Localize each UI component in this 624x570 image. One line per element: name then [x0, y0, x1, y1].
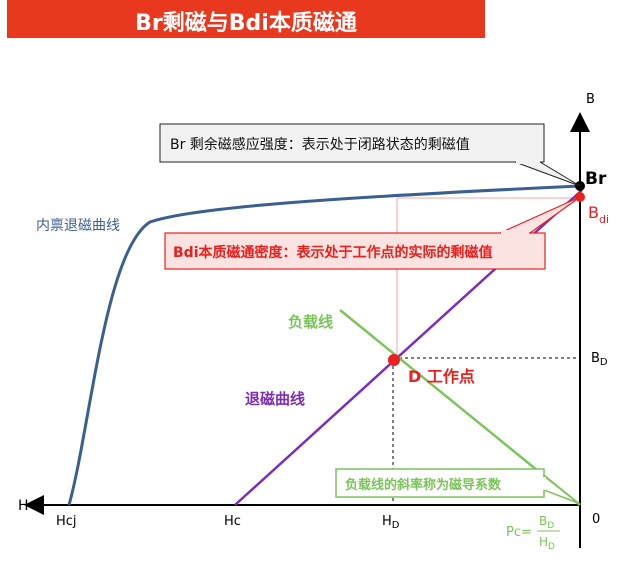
- hc-label: Hc: [224, 514, 241, 529]
- bdi-callout-text: Bdi本质磁通密度：表示处于工作点的实际的剩磁值: [173, 244, 493, 261]
- formula-numerator: BD: [539, 514, 554, 531]
- br-callout-box: [159, 123, 545, 163]
- formula-denominator: HD: [539, 535, 555, 552]
- bd-label: BD: [591, 351, 608, 368]
- demag-curve-label: 退磁曲线: [245, 390, 305, 408]
- title-banner: Br剩磁与Bdi本质磁通: [7, 0, 485, 38]
- work-point-d: [388, 354, 400, 366]
- load-line-label: 负载线: [288, 313, 333, 331]
- page-title: Br剩磁与Bdi本质磁通: [135, 11, 357, 36]
- slope-callout-box: [335, 468, 545, 498]
- bdi-callout-box: [164, 232, 546, 270]
- origin-label: 0: [592, 512, 600, 527]
- br-label: Br: [585, 169, 607, 189]
- br-callout-text: Br 剩余磁感应强度：表示处于闭路状态的剩磁值: [170, 136, 470, 153]
- work-point-label: D 工作点: [408, 367, 475, 386]
- b-axis-label: B: [586, 92, 595, 107]
- intrinsic-curve-label: 内禀退磁曲线: [36, 218, 120, 234]
- br-callout-pointer: [514, 161, 581, 187]
- hd-label: HD: [382, 514, 400, 531]
- slope-callout-pointer: [543, 474, 579, 504]
- bdi-label: Bdi: [588, 203, 609, 226]
- formula-lhs: Pc=: [506, 525, 532, 540]
- slope-callout-text: 负载线的斜率称为磁导系数: [345, 477, 502, 493]
- hcj-label: Hcj: [56, 514, 77, 529]
- h-axis-label: H: [18, 498, 29, 514]
- intrinsic-demag-curve: [67, 184, 581, 506]
- permeance-formula: Pc= BD HD: [506, 514, 560, 552]
